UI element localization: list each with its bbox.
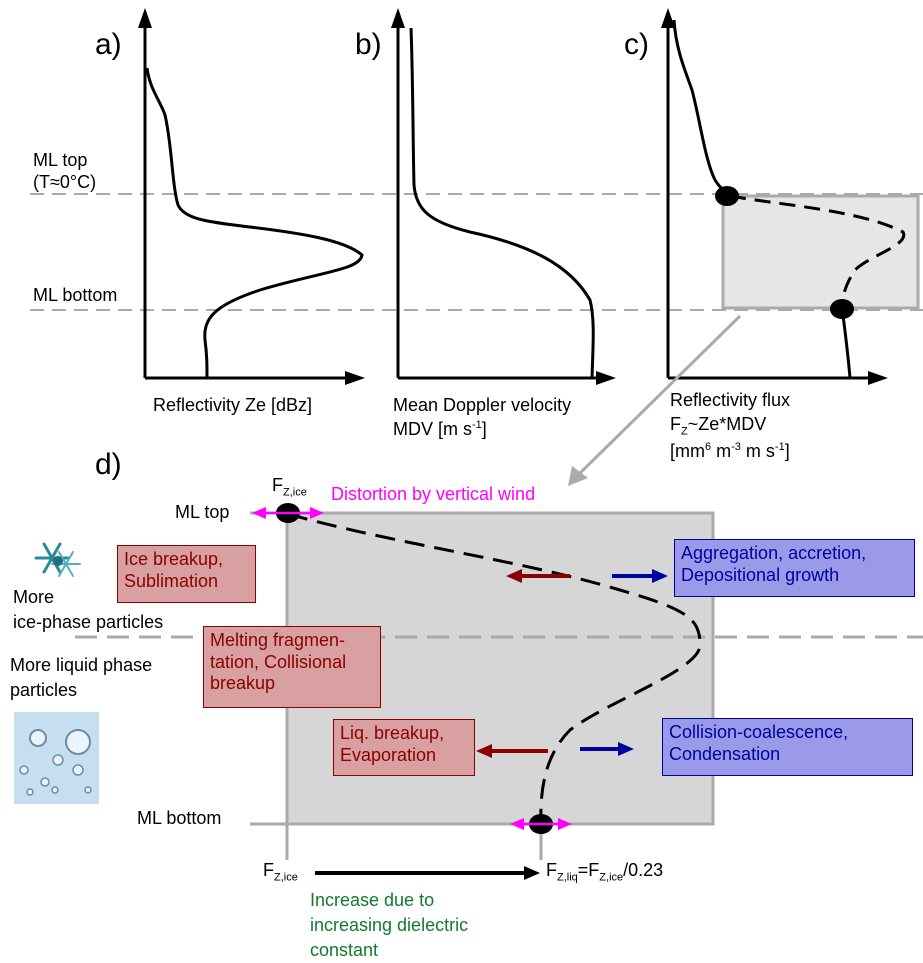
melting-line3: breakup: [210, 673, 276, 694]
fz-liq-label: FZ,liq=FZ,ice/0.23: [546, 860, 664, 884]
panel-a-letter: a): [95, 28, 122, 61]
panel-c-bottom-dot: [830, 299, 854, 319]
liquid-increase-arrow: [580, 742, 634, 756]
panel-c-xlabel-line3: [mm6 m-3 m s-1]: [670, 441, 790, 461]
panel-a-reflectivity-profile: [145, 67, 364, 379]
collision-line1: Collision-coalescence,: [669, 722, 849, 742]
melting-box: Melting fragmen- tation, Collisional bre…: [203, 626, 381, 708]
more-ice-label-line1: More: [13, 587, 55, 607]
bottom-distortion-arrow: [510, 818, 572, 830]
top-distortion-arrow: [252, 507, 324, 519]
panel-c-ml-box: [721, 194, 920, 310]
fz-ice-top-label: FZ,ice: [272, 475, 307, 499]
panel-b-mdv-profile: [409, 27, 595, 379]
panel-a-xlabel: Reflectivity Ze [dBz]: [153, 395, 313, 415]
liquid-decrease-arrow: [476, 744, 548, 758]
panel-b-xlabel-line2: MDV [m s-1]: [393, 419, 487, 439]
ice-breakup-box: Ice breakup, Sublimation: [117, 545, 256, 603]
ml-top-temperature-label: (T≈0°C): [33, 172, 97, 192]
panel-b-letter: b): [355, 28, 382, 61]
panel-c-xlabel-line1: Reflectivity flux: [670, 390, 791, 410]
melting-line1: Melting fragmen-: [210, 630, 346, 650]
panel-a-axes: [138, 8, 365, 385]
more-ice-label-line2: ice-phase particles: [13, 612, 164, 632]
increase-label-line3: constant: [310, 940, 379, 960]
ice-increase-arrow: [612, 569, 668, 583]
panel-d-ml-bottom-label: ML bottom: [137, 808, 222, 828]
increase-label-line1: Increase due to: [310, 890, 435, 910]
ice-breakup-line1: Ice breakup,: [124, 549, 224, 569]
aggregation-box: Aggregation, accretion, Depositional gro…: [674, 539, 915, 597]
panel-b-xlabel-line1: Mean Doppler velocity: [393, 395, 572, 415]
panel-d-letter: d): [95, 448, 122, 481]
aggregation-line1: Aggregation, accretion,: [681, 543, 867, 563]
more-liquid-label-line1: More liquid phase: [10, 655, 153, 675]
ice-crystal-icon: [34, 542, 81, 577]
panel-c-flux-profile-ml: [729, 194, 906, 309]
panel-d-flux-profile: [287, 512, 702, 823]
collision-line2: Condensation: [669, 743, 781, 764]
zoom-connector-arrowhead: [568, 466, 588, 486]
panel-d-ml-top-label: ML top: [175, 502, 230, 522]
liq-breakup-line1: Liq. breakup,: [340, 723, 445, 743]
panel-c-top-dot: [715, 186, 739, 206]
increase-label-line2: increasing dielectric: [310, 915, 469, 935]
distortion-label: Distortion by vertical wind: [331, 484, 536, 504]
panel-c-letter: c): [624, 28, 649, 61]
ice-decrease-arrow: [506, 569, 570, 583]
ice-breakup-line2: Sublimation: [124, 570, 219, 591]
panel-c-axes: [661, 8, 888, 385]
panel-b-axes: [391, 8, 616, 385]
zoom-connector-arrow: [573, 314, 742, 480]
liq-breakup-box: Liq. breakup, Evaporation: [333, 719, 475, 776]
fz-ice-bottom-label: FZ,ice: [263, 860, 298, 884]
melting-line2: tation, Collisional: [210, 651, 347, 672]
panel-c-xlabel-line2: FZ~Ze*MDV: [670, 414, 767, 438]
ml-top-label: ML top: [33, 150, 88, 170]
water-droplets-icon: [14, 712, 99, 804]
more-liquid-label-line2: particles: [10, 680, 78, 700]
dielectric-increase-arrow: [315, 866, 540, 880]
panel-c-flux-profile-top: [672, 19, 731, 198]
ml-bottom-label: ML bottom: [33, 285, 118, 305]
aggregation-line2: Depositional growth: [681, 564, 840, 585]
collision-box: Collision-coalescence, Condensation: [662, 718, 913, 776]
liq-breakup-line2: Evaporation: [340, 744, 437, 765]
